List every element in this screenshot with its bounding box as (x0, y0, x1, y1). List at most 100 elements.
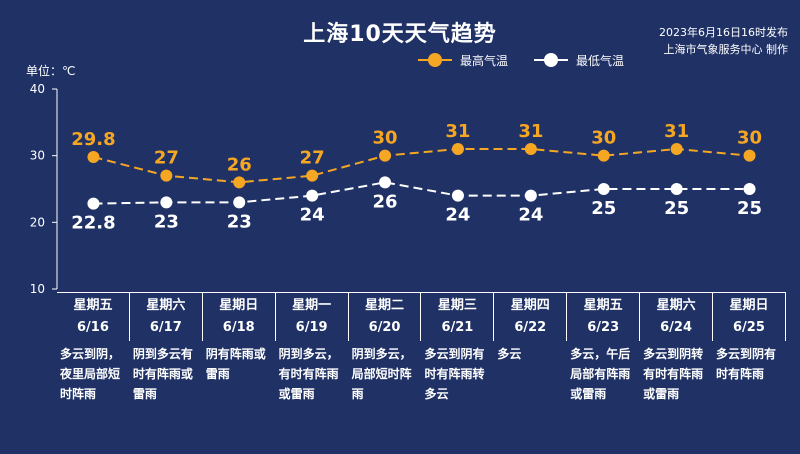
weather-description: 阴到多云，局部短时阵雨 (351, 347, 412, 401)
day-header: 星期一 6/19 (276, 293, 349, 341)
high-temp-label: 30 (591, 128, 616, 149)
weekday-label: 星期五 (73, 298, 113, 313)
high-temp-label: 30 (737, 128, 762, 149)
weekday-label: 星期六 (656, 298, 696, 313)
high-temp-point (160, 169, 173, 182)
high-temp-point (743, 149, 756, 162)
low-temp-point (160, 196, 173, 209)
day-header: 星期五 6/16 (57, 293, 130, 341)
low-temp-label: 24 (518, 205, 543, 226)
legend-low: 最低气温 (534, 52, 624, 69)
high-temp-point (306, 169, 319, 182)
day-header: 星期日 6/25 (713, 293, 786, 341)
date-label: 6/22 (514, 320, 547, 335)
y-tick-label: 10 (30, 282, 45, 296)
high-temp-point (87, 151, 100, 163)
date-label: 6/16 (77, 320, 109, 335)
high-temp-label: 31 (445, 121, 470, 142)
high-temp-label: 26 (227, 154, 252, 175)
day-header: 星期三 6/21 (421, 293, 495, 341)
weather-description: 多云 (497, 347, 522, 361)
date-label: 6/23 (587, 320, 620, 335)
low-temp-point (451, 189, 464, 202)
low-temp-point (87, 197, 100, 210)
weather-description: 多云，午后局部有阵雨或雷雨 (570, 347, 631, 401)
weekday-label: 星期日 (729, 298, 769, 313)
issue-time: 2023年6月16日16时发布 (659, 26, 788, 39)
date-label: 6/20 (368, 320, 401, 335)
high-temp-point (451, 143, 464, 155)
high-temp-point (379, 149, 392, 162)
day-header: 星期四 6/22 (494, 293, 568, 341)
weekday-label: 星期六 (146, 298, 186, 313)
legend-low-symbol (534, 53, 569, 67)
day-header: 星期二 6/20 (349, 293, 422, 341)
day-header: 星期六 6/17 (130, 293, 203, 341)
low-temp-label: 25 (664, 198, 689, 219)
legend-low-label: 最低气温 (576, 53, 625, 68)
weekday-label: 星期三 (437, 298, 477, 313)
day-header-row: 星期五 6/16 星期六 6/17 星期日 6/18 星期一 6/19 星期二 6/20 星期三 6/… (57, 292, 786, 341)
low-temp-point (379, 176, 392, 189)
date-label: 6/25 (733, 320, 765, 335)
low-temp-point (670, 183, 683, 195)
weather-description: 多云到阴，夜里局部短时阵雨 (60, 347, 121, 401)
y-tick-label: 40 (30, 82, 45, 96)
low-temp-label: 23 (154, 211, 179, 232)
y-tick-label: 20 (30, 215, 45, 229)
weather-description: 阴有阵雨或雷雨 (205, 347, 266, 381)
date-label: 6/24 (660, 320, 693, 335)
weather-description-row: 多云到阴，夜里局部短时阵雨 阴到多云有时有阵雨或雷雨 阴有阵雨或雷雨 阴到多云，有时有… (57, 344, 786, 404)
low-temp-point (233, 196, 246, 209)
weather-description: 多云到阴有时有阵雨转多云 (424, 347, 485, 401)
legend: 最高气温 最低气温 (418, 52, 650, 68)
low-temp-label: 24 (300, 205, 325, 226)
weather-description: 多云到阴有时有阵雨 (716, 347, 777, 381)
high-temp-point (233, 176, 246, 189)
low-temp-label: 25 (591, 198, 616, 219)
high-temp-line (93, 147, 750, 184)
low-temp-point (743, 183, 756, 195)
weekday-label: 星期一 (292, 298, 332, 313)
low-temp-point (306, 189, 319, 202)
high-temp-label: 30 (373, 128, 398, 149)
unit-label: 单位：℃ (26, 64, 76, 78)
y-tick-label: 30 (30, 149, 45, 163)
date-label: 6/19 (295, 320, 328, 335)
producer: 上海市气象服务中心 制作 (663, 43, 789, 56)
high-temp-label: 27 (154, 148, 179, 169)
low-temp-label: 22.8 (71, 213, 115, 234)
day-header: 星期五 6/23 (567, 293, 641, 341)
low-temp-point (597, 183, 610, 195)
low-temp-label: 24 (445, 205, 470, 226)
weekday-label: 星期五 (583, 298, 623, 313)
low-temp-label: 25 (737, 198, 762, 219)
low-temp-line (93, 181, 750, 205)
high-temp-label: 31 (664, 121, 689, 142)
legend-high: 最高气温 (418, 52, 508, 69)
high-temp-point (524, 143, 537, 155)
date-label: 6/21 (441, 320, 474, 335)
legend-high-label: 最高气温 (460, 53, 509, 68)
chart-title: 上海10天天气趋势 (303, 22, 497, 47)
weather-description: 阴到多云有时有阵雨或雷雨 (132, 347, 193, 401)
low-temp-point (524, 189, 537, 202)
weekday-label: 星期日 (219, 298, 259, 313)
legend-high-symbol (418, 53, 452, 67)
weekday-label: 星期四 (510, 298, 550, 313)
date-label: 6/17 (149, 320, 182, 335)
high-temp-label: 27 (300, 148, 325, 169)
day-header: 星期日 6/18 (203, 293, 276, 341)
date-label: 6/18 (222, 320, 255, 335)
low-temp-label: 26 (373, 191, 398, 212)
weather-description: 多云到阴转有时有阵雨或雷雨 (643, 347, 704, 401)
high-temp-label: 31 (518, 121, 543, 142)
weather-description: 阴到多云，有时有阵雨或雷雨 (278, 347, 339, 401)
low-temp-label: 23 (227, 211, 252, 232)
day-header: 星期六 6/24 (640, 293, 714, 341)
high-temp-label: 29.8 (71, 129, 115, 150)
publish-info: 2023年6月16日16时发布 上海市气象服务中心 制作 (659, 24, 788, 58)
weekday-label: 星期二 (365, 298, 405, 313)
high-temp-point (597, 149, 610, 162)
